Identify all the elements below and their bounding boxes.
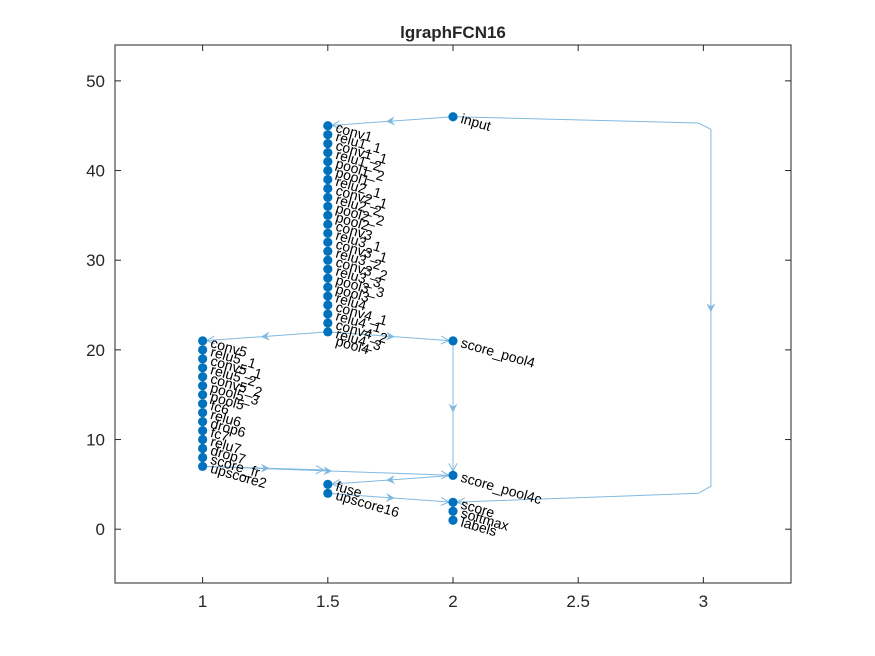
node-score_pool4	[448, 336, 458, 346]
node-upscore16	[323, 488, 333, 498]
node-relu4_2	[323, 300, 333, 310]
x-tick-label: 2.5	[566, 592, 590, 611]
edge-arrowhead	[385, 475, 396, 485]
node-drop7	[198, 443, 208, 454]
edge-arrowhead	[448, 403, 458, 413]
node-conv3_1	[323, 210, 333, 220]
node-relu6	[198, 408, 208, 418]
node-conv1_2	[323, 139, 333, 149]
node-conv4_3	[323, 309, 333, 319]
node-fc6	[198, 399, 208, 409]
node-conv2_1	[323, 165, 333, 176]
node-conv5_3	[198, 372, 208, 382]
y-tick-label: 40	[86, 162, 105, 181]
node-relu5_2	[198, 363, 208, 373]
node-conv4_1	[323, 273, 333, 283]
edge-arrowhead	[260, 463, 270, 473]
node-pool3	[323, 264, 333, 274]
chart-title: lgraphFCN16	[400, 23, 506, 42]
node-relu3_2	[323, 237, 333, 247]
x-tick-label: 2	[448, 592, 457, 611]
node-relu2_2	[323, 192, 333, 203]
node-score_pool4c	[448, 470, 458, 480]
node-fc7	[198, 425, 208, 436]
node-conv4_2	[323, 291, 333, 301]
node-score	[448, 497, 458, 507]
node-relu4_3	[323, 318, 333, 328]
node-label: fc6	[209, 397, 232, 418]
edge-arrowhead	[385, 493, 395, 502]
node-relu1_1	[323, 130, 333, 140]
x-tick-label: 1.5	[316, 592, 340, 611]
x-tick-label: 3	[699, 592, 708, 611]
node-conv3_3	[323, 246, 333, 256]
edge-arrowhead	[706, 303, 716, 313]
node-relu5_1	[198, 345, 208, 355]
node-label: fuse	[334, 478, 364, 501]
node-pool2	[323, 201, 333, 211]
y-tick-label: 50	[86, 72, 105, 91]
y-tick-label: 10	[86, 431, 105, 450]
node-pool5	[198, 390, 208, 400]
edge-arrowhead	[260, 331, 271, 341]
node-softmax	[448, 506, 458, 516]
node-relu4_1	[323, 282, 333, 292]
edge-arrowhead	[323, 466, 333, 476]
y-tick-label: 30	[86, 251, 105, 270]
node-conv1_1	[323, 121, 333, 131]
node-relu2_1	[323, 174, 333, 185]
y-tick-label: 0	[96, 520, 105, 539]
node-label: fc7	[209, 424, 232, 445]
node-conv5_2	[198, 354, 208, 364]
y-tick-label: 20	[86, 341, 105, 360]
node-upscore2	[198, 461, 208, 472]
node-conv3_2	[323, 228, 333, 238]
node-conv5_1	[198, 336, 208, 346]
node-conv2_2	[323, 183, 333, 194]
edge-arrowhead	[385, 331, 395, 341]
edge-target-arrow	[315, 465, 325, 475]
x-tick-label: 1	[198, 592, 207, 611]
node-score_fr	[198, 452, 208, 463]
node-relu5_3	[198, 381, 208, 391]
node-drop6	[198, 417, 208, 427]
node-fuse	[323, 479, 333, 489]
node-relu3_3	[323, 255, 333, 265]
node-relu1_2	[323, 148, 333, 158]
nodes	[198, 112, 458, 525]
node-relu3_1	[323, 219, 333, 229]
node-labels	[448, 515, 458, 525]
node-relu7	[198, 434, 208, 445]
node-pool1	[323, 156, 333, 167]
node-pool4	[323, 327, 333, 337]
edge-arrowhead	[385, 116, 396, 126]
node-input	[448, 112, 458, 122]
